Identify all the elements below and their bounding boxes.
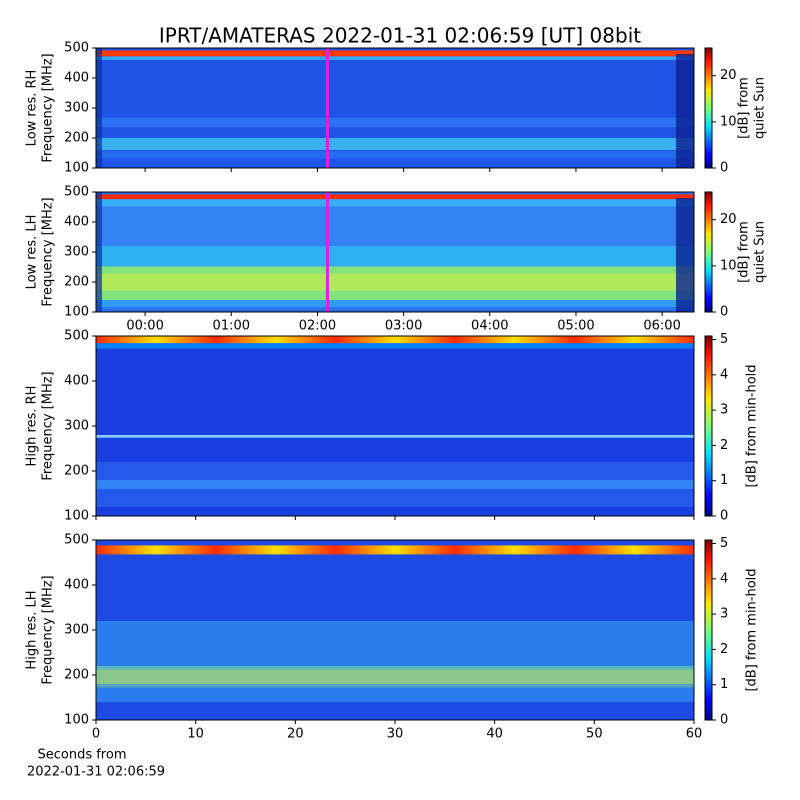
y-tick-label: 400 xyxy=(64,374,89,389)
x-axis-title: 2022-01-31 02:06:59 xyxy=(27,765,165,780)
y-axis-title: High res. RH xyxy=(25,386,40,467)
y-tick-label: 100 xyxy=(64,509,89,524)
spectrogram-band xyxy=(96,435,694,438)
colorbar xyxy=(704,47,713,169)
spectrogram-band xyxy=(96,206,694,246)
colorbar-tick-label: 1 xyxy=(720,677,728,692)
colorbar xyxy=(704,335,713,517)
y-axis-title: Frequency [MHz] xyxy=(41,53,56,162)
x-tick-label: 20 xyxy=(287,727,304,742)
y-tick-label: 500 xyxy=(64,41,89,56)
x-tick-label: 10 xyxy=(187,727,204,742)
colorbar xyxy=(704,539,713,721)
spectrogram-band xyxy=(96,687,694,702)
y-tick-label: 300 xyxy=(64,419,89,434)
spectrogram-band xyxy=(96,194,694,200)
spectrogram-band xyxy=(96,343,694,349)
colorbar-title: quiet Sun xyxy=(753,77,768,139)
y-tick-label: 200 xyxy=(64,464,89,479)
y-tick-label: 300 xyxy=(64,245,89,260)
y-axis-title: Low res. LH xyxy=(25,215,40,290)
y-tick-label: 500 xyxy=(64,533,89,548)
y-tick-label: 200 xyxy=(64,131,89,146)
colorbar-tick-label: 4 xyxy=(720,571,728,586)
colorbar-tick-label: 20 xyxy=(720,68,737,83)
colorbar-tick-label: 2 xyxy=(720,438,728,453)
y-tick-label: 400 xyxy=(64,578,89,593)
colorbar-tick-label: 3 xyxy=(720,403,728,418)
y-tick-label: 400 xyxy=(64,71,89,86)
spectrogram-edge xyxy=(96,192,102,312)
spectrogram-band xyxy=(96,246,694,267)
y-tick-label: 200 xyxy=(64,668,89,683)
y-tick-label: 100 xyxy=(64,161,89,176)
y-axis-title: Low res. RH xyxy=(25,70,40,147)
colorbar-tick-label: 0 xyxy=(720,713,728,728)
colorbar-title: [dB] from xyxy=(737,221,752,283)
y-tick-label: 500 xyxy=(64,329,89,344)
x-tick-label: 50 xyxy=(586,727,603,742)
colorbar xyxy=(704,191,713,313)
x-axis-title: Seconds from xyxy=(37,748,126,763)
x-tick-label: 01:00 xyxy=(213,319,250,334)
colorbar-tick-label: 0 xyxy=(720,161,728,176)
spectrogram-band xyxy=(96,56,694,60)
colorbar-title: [dB] from xyxy=(737,77,752,139)
spectrogram-band xyxy=(96,336,694,344)
x-tick-label: 04:00 xyxy=(471,319,508,334)
chart-title: IPRT/AMATERAS 2022-01-31 02:06:59 [UT] 0… xyxy=(159,24,641,48)
y-tick-label: 100 xyxy=(64,713,89,728)
spectrogram-band xyxy=(96,199,694,207)
colorbar-tick-label: 1 xyxy=(720,473,728,488)
y-axis-title: Frequency [MHz] xyxy=(41,197,56,306)
spectrogram-band xyxy=(96,117,694,128)
y-axis-title: High res. LH xyxy=(25,590,40,669)
x-tick-label: 03:00 xyxy=(385,319,422,334)
spectrogram-edge xyxy=(676,198,694,312)
x-tick-label: 00:00 xyxy=(126,319,163,334)
y-tick-label: 100 xyxy=(64,305,89,320)
colorbar-tick-label: 2 xyxy=(720,642,728,657)
y-tick-label: 300 xyxy=(64,623,89,638)
spectrogram-edge xyxy=(676,54,694,168)
y-axis-title: Frequency [MHz] xyxy=(41,371,56,480)
spectrogram-band xyxy=(96,480,694,489)
x-tick-label: 06:00 xyxy=(643,319,680,334)
x-tick-label: 0 xyxy=(92,727,100,742)
colorbar-title: quiet Sun xyxy=(753,221,768,283)
colorbar-tick-label: 5 xyxy=(720,332,728,347)
x-tick-label: 02:00 xyxy=(299,319,336,334)
x-tick-label: 30 xyxy=(387,727,404,742)
colorbar-tick-label: 5 xyxy=(720,536,728,551)
spectrogram-band xyxy=(96,138,694,150)
colorbar-tick-label: 10 xyxy=(720,114,737,129)
x-tick-label: 05:00 xyxy=(557,319,594,334)
colorbar-tick-label: 20 xyxy=(720,212,737,227)
y-axis-title: Frequency [MHz] xyxy=(41,575,56,684)
spectrogram-edge xyxy=(96,48,102,168)
spectrogram-band xyxy=(96,273,694,291)
colorbar-tick-label: 10 xyxy=(720,258,737,273)
colorbar-tick-label: 0 xyxy=(720,305,728,320)
spectrogram-band xyxy=(96,50,694,57)
colorbar-tick-label: 3 xyxy=(720,607,728,622)
y-tick-label: 500 xyxy=(64,185,89,200)
spectrogram-band xyxy=(96,669,694,684)
spectrogram-band xyxy=(96,666,694,688)
colorbar-tick-label: 4 xyxy=(720,367,728,382)
x-tick-label: 40 xyxy=(486,727,503,742)
spectrogram-band xyxy=(96,545,694,555)
y-tick-label: 300 xyxy=(64,101,89,116)
x-tick-label: 60 xyxy=(686,727,703,742)
spectrogram-band xyxy=(96,300,694,308)
colorbar-title: [dB] from min-hold xyxy=(745,568,760,691)
colorbar-tick-label: 0 xyxy=(720,509,728,524)
colorbar-title: [dB] from min-hold xyxy=(745,364,760,487)
y-tick-label: 400 xyxy=(64,215,89,230)
y-tick-label: 200 xyxy=(64,275,89,290)
spectrogram-band xyxy=(96,151,694,159)
